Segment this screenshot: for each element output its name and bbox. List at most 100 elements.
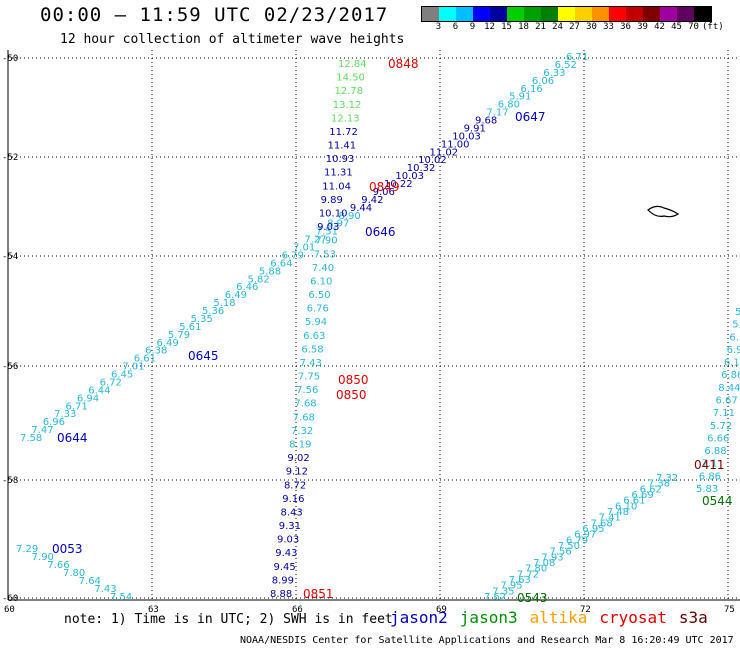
wave-height-label: 7.90 (32, 552, 54, 563)
chart-subtitle: 12 hour collection of altimeter wave hei… (60, 32, 405, 47)
color-swatch (609, 7, 626, 21)
longitude-label: 63 (148, 605, 159, 615)
color-scale-label: 6 (452, 22, 459, 32)
wave-height-label: 6.86 (699, 471, 721, 482)
latitude-label: -56 (2, 362, 18, 372)
color-scale-label: 24 (552, 22, 563, 32)
color-swatch (660, 7, 677, 21)
wave-height-label: 7.93 (541, 552, 563, 563)
color-swatch (575, 7, 592, 21)
wave-height-label: 7.43 (300, 358, 322, 369)
wave-height-label: 6.76 (307, 304, 329, 315)
wave-height-label: 9.06 (373, 187, 395, 198)
color-scale-label: 70 (688, 22, 699, 32)
wave-height-label: 5.18 (213, 298, 235, 309)
wave-height-label: 11.00 (441, 139, 470, 150)
wave-height-label: 6.91 (727, 345, 740, 356)
island-outline (647, 205, 680, 218)
wave-height-label: 9.03 (277, 535, 299, 546)
color-scale-label: 27 (569, 22, 580, 32)
longitude-label: 75 (724, 605, 735, 615)
track-time-label: 0849 (369, 180, 400, 194)
wave-height-label: 9.68 (475, 116, 497, 127)
color-swatch (439, 7, 456, 21)
wave-height-label: 7.29 (16, 544, 38, 555)
color-swatch (677, 7, 694, 21)
wave-height-label: 7.56 (296, 385, 318, 396)
kerguelen-island-shape (647, 205, 680, 218)
footer-credit: NOAA/NESDIS Center for Satellite Applica… (240, 635, 734, 646)
wave-height-label: 6.94 (77, 393, 99, 404)
wave-height-label: 7.43 (94, 584, 116, 595)
track-time-label: 0645 (188, 349, 219, 363)
latitude-label: -58 (2, 476, 18, 486)
wave-height-label: 7.62 (484, 592, 506, 603)
wave-height-label: 7.54 (110, 592, 132, 603)
wave-height-label: 7.48 (607, 507, 629, 518)
color-swatch (626, 7, 643, 21)
satellite-legend-item: jason2 (390, 608, 448, 627)
color-scale-label: 21 (535, 22, 546, 32)
track-time-label: 0850 (338, 373, 369, 387)
wave-height-label: 6.16 (724, 358, 740, 369)
color-swatch (473, 7, 490, 21)
color-scale-label: 42 (654, 22, 665, 32)
wave-height-label: 6.46 (236, 282, 258, 293)
wave-height-label: 7.32 (656, 473, 678, 484)
wave-height-label: 8.90 (339, 211, 361, 222)
wave-height-label: 5.88 (259, 266, 281, 277)
latitude-label: -60 (2, 594, 18, 604)
wave-height-label: 5.83 (696, 484, 718, 495)
track-time-label: 0646 (365, 225, 396, 239)
latitude-label: -52 (2, 153, 18, 163)
wave-height-label: 6.49 (157, 338, 179, 349)
wave-height-label: 12.13 (331, 113, 360, 124)
wave-height-label: 6.49 (225, 290, 247, 301)
wave-height-label: 7.68 (293, 412, 315, 423)
wave-height-label: 6.58 (301, 344, 323, 355)
wave-height-label: 7.01 (122, 362, 144, 373)
wave-height-label: 6.33 (543, 68, 565, 79)
wave-height-label: 14.50 (336, 73, 365, 84)
wave-height-label: 6.10 (310, 276, 332, 287)
wave-height-label: 5.91 (509, 92, 531, 103)
wave-height-label: 5.61 (179, 322, 201, 333)
wave-height-label: 12.78 (335, 86, 364, 97)
track-time-label: 0644 (57, 431, 88, 445)
color-scale-label: 33 (603, 22, 614, 32)
wave-height-label: 7.53 (314, 249, 336, 260)
wave-height-label: 6.06 (532, 76, 554, 87)
wave-height-label: 5.79 (168, 330, 190, 341)
wave-height-label: 6.50 (308, 290, 330, 301)
wave-height-label: 6.72 (100, 377, 122, 388)
track-time-label: 0850 (336, 388, 367, 402)
wave-height-label: 7.90 (315, 236, 337, 247)
wave-height-label: 10.93 (326, 154, 355, 165)
wave-height-label: 6.10 (615, 501, 637, 512)
wave-height-label: 10.03 (395, 171, 424, 182)
track-time-label: 0544 (702, 494, 733, 508)
wave-height-label: 7.95 (500, 581, 522, 592)
map-grid (7, 50, 740, 601)
wave-height-label: 5.36 (202, 306, 224, 317)
wave-height-label: 6.59 (729, 332, 740, 343)
track-time-label: 0848 (388, 57, 419, 71)
wave-height-label: 7.80 (63, 568, 85, 579)
wave-height-label: 8.72 (284, 480, 306, 491)
latitude-label: -54 (2, 252, 18, 262)
track-time-label: 0411 (694, 458, 725, 472)
wave-height-label: 7.08 (533, 558, 555, 569)
chart-title: 00:00 – 11:59 UTC 02/23/2017 (40, 4, 389, 26)
wave-height-label: 9.16 (282, 494, 304, 505)
wave-height-label: 6.66 (707, 433, 729, 444)
wave-height-label: 5.82 (248, 274, 270, 285)
color-swatch (558, 7, 575, 21)
satellite-legend-item: cryosat (599, 608, 667, 627)
wave-height-label: 6.86 (721, 370, 740, 381)
wave-height-label: 9.42 (361, 195, 383, 206)
color-swatch (456, 7, 473, 21)
color-scale-label: 3 (435, 22, 442, 32)
footer-note: note: 1) Time is in UTC; 2) SWH is in fe… (64, 612, 393, 627)
wave-height-label: 5.72 (710, 421, 732, 432)
wave-height-label: 9.44 (350, 203, 372, 214)
